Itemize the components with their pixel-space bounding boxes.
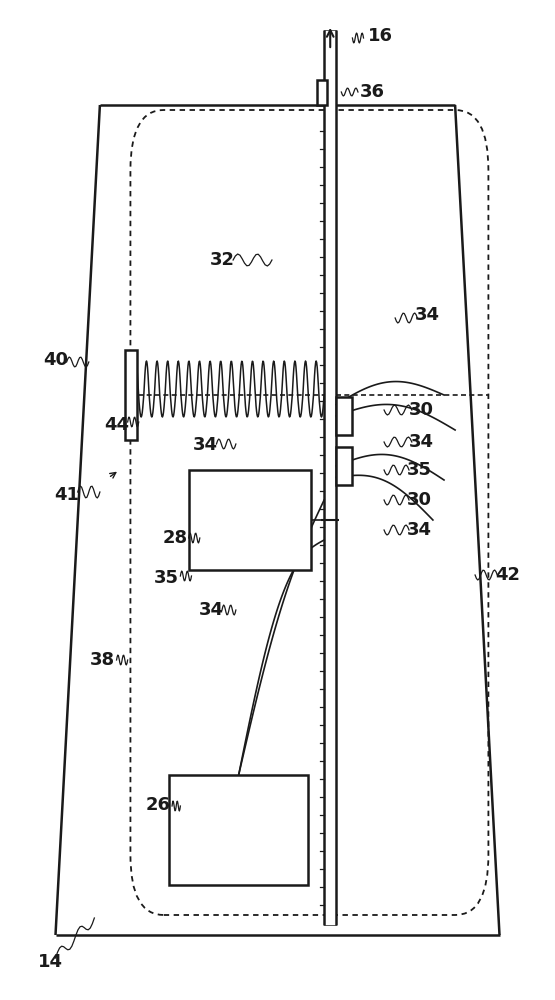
Bar (336, 447, 352, 485)
Text: 30: 30 (406, 491, 432, 509)
Text: 28: 28 (162, 529, 188, 547)
Text: 26: 26 (145, 796, 171, 814)
Text: 30: 30 (409, 401, 435, 419)
Text: 40: 40 (43, 351, 68, 369)
Bar (336, 397, 352, 435)
Text: 41: 41 (54, 486, 79, 504)
Text: 34: 34 (406, 521, 432, 539)
Text: 44: 44 (104, 416, 129, 434)
Bar (189, 470, 311, 570)
Text: 35: 35 (154, 569, 179, 587)
Bar (125, 350, 137, 440)
Text: 16: 16 (367, 27, 393, 45)
Text: 42: 42 (495, 566, 521, 584)
Text: 34: 34 (415, 306, 440, 324)
Bar (324, 30, 336, 925)
Text: 34: 34 (409, 433, 435, 451)
Text: 34: 34 (193, 436, 218, 454)
Text: 35: 35 (406, 461, 432, 479)
Text: 14: 14 (37, 953, 63, 971)
Text: 36: 36 (359, 83, 385, 101)
Text: 38: 38 (90, 651, 115, 669)
Bar (317, 80, 327, 105)
Bar (169, 775, 308, 885)
Text: 32: 32 (209, 251, 235, 269)
Text: 34: 34 (198, 601, 224, 619)
